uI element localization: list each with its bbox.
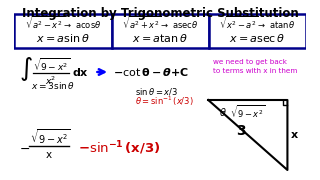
Bar bbox=[209, 14, 306, 48]
Text: Integration by Trigonometric Substitution: Integration by Trigonometric Substitutio… bbox=[22, 7, 298, 20]
Text: $\int$: $\int$ bbox=[19, 55, 33, 83]
Bar bbox=[14, 14, 112, 48]
Text: $x = 3\sin\theta$: $x = 3\sin\theta$ bbox=[31, 80, 75, 91]
Text: $\sqrt{9 - x^2}$: $\sqrt{9 - x^2}$ bbox=[230, 103, 265, 121]
Text: $\sqrt{9 - x^2}$: $\sqrt{9 - x^2}$ bbox=[30, 128, 70, 146]
Text: $\sqrt{x^2 - a^2} \rightarrow$ atan$\theta$: $\sqrt{x^2 - a^2} \rightarrow$ atan$\the… bbox=[219, 14, 295, 32]
Text: $\sin\theta = x/3$: $\sin\theta = x/3$ bbox=[135, 86, 179, 96]
Text: $\theta$: $\theta$ bbox=[219, 106, 227, 118]
Text: $\mathbf{- \sin^{-1}(x/3)}$: $\mathbf{- \sin^{-1}(x/3)}$ bbox=[78, 139, 161, 157]
Text: 3: 3 bbox=[236, 124, 245, 138]
Text: x: x bbox=[46, 150, 52, 160]
Text: $\sqrt{a^2 - x^2} \rightarrow$ acos$\theta$: $\sqrt{a^2 - x^2} \rightarrow$ acos$\the… bbox=[25, 14, 101, 32]
Text: $\mathbf{-\cot\theta - }$$\boldsymbol{\theta}$$\mathbf{ + C}$: $\mathbf{-\cot\theta - }$$\boldsymbol{\t… bbox=[113, 66, 189, 78]
Bar bbox=[112, 14, 209, 48]
Text: $x = a\sec\theta$: $x = a\sec\theta$ bbox=[229, 32, 286, 44]
Text: we need to get back
to terms with x in them: we need to get back to terms with x in t… bbox=[213, 58, 297, 73]
Text: $x = a\tan\theta$: $x = a\tan\theta$ bbox=[132, 32, 188, 44]
Text: $\sqrt{9 - x^2}$: $\sqrt{9 - x^2}$ bbox=[34, 56, 71, 74]
Text: $-$: $-$ bbox=[19, 141, 30, 154]
Text: $x = a\sin\theta$: $x = a\sin\theta$ bbox=[36, 32, 90, 44]
Text: $\sqrt{a^2 + x^2} \rightarrow$ asec$\theta$: $\sqrt{a^2 + x^2} \rightarrow$ asec$\the… bbox=[122, 14, 199, 32]
Text: x: x bbox=[291, 130, 298, 140]
Text: $x^2$: $x^2$ bbox=[45, 75, 56, 87]
Text: $\mathbf{dx}$: $\mathbf{dx}$ bbox=[72, 66, 89, 78]
Text: $\theta = \sin^{-1}(x/3)$: $\theta = \sin^{-1}(x/3)$ bbox=[135, 94, 194, 108]
